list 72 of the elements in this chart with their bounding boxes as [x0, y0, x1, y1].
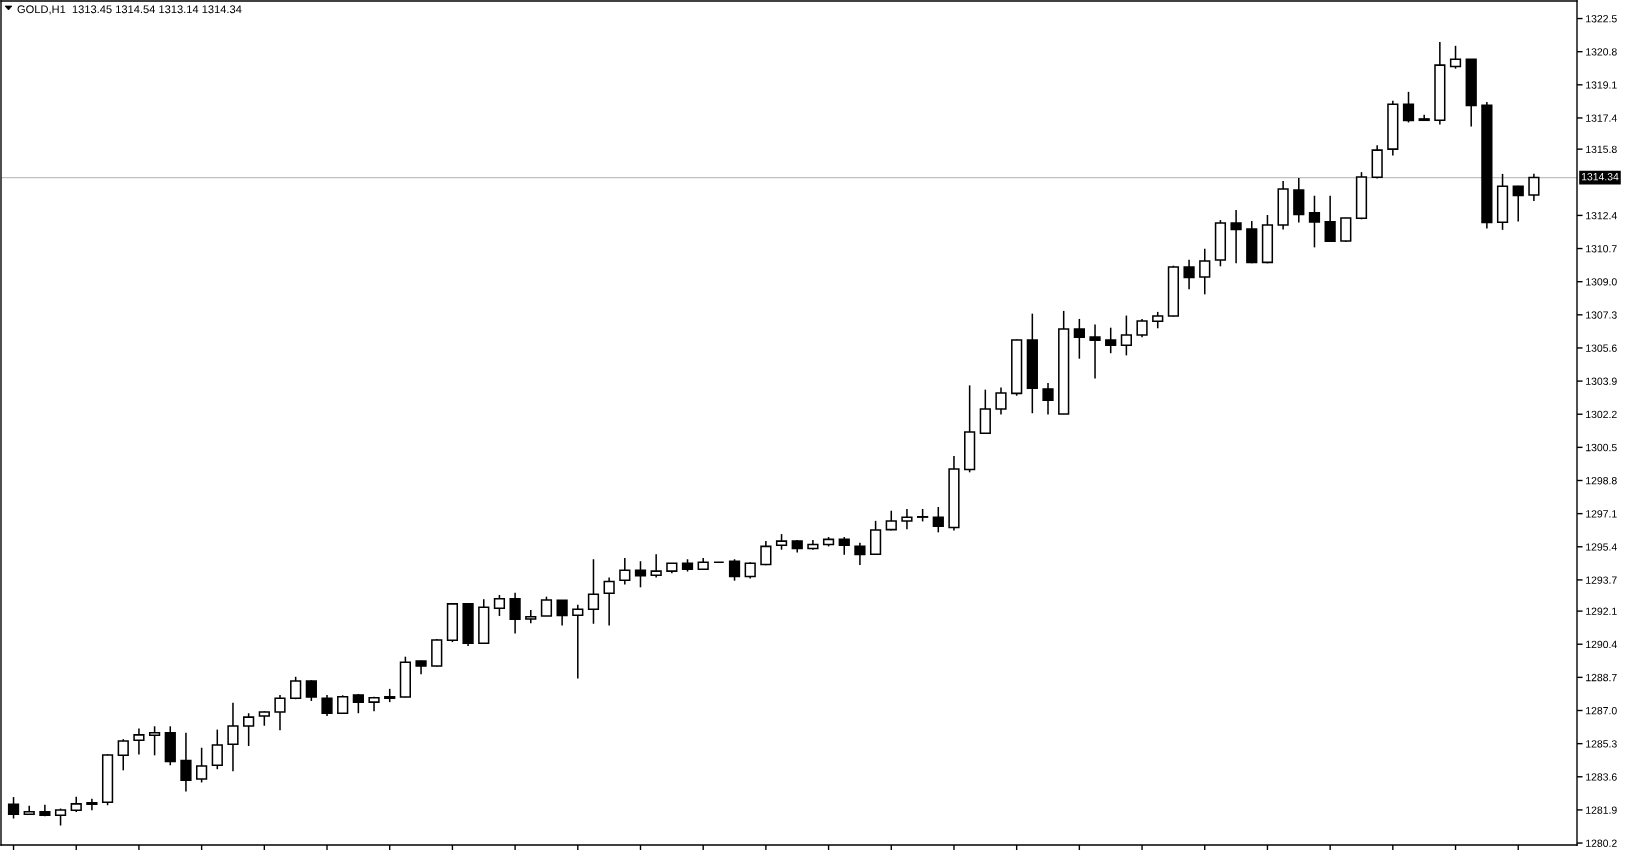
candlestick: [572, 604, 584, 680]
candlestick: [619, 557, 631, 586]
y-tick-label: 1283.6: [1586, 773, 1617, 781]
candlestick: [1183, 258, 1195, 291]
candlestick: [854, 541, 866, 566]
candlestick: [932, 506, 944, 534]
y-tick-label: 1303.9: [1586, 377, 1617, 385]
y-tick-label: 1290.4: [1586, 640, 1617, 649]
candlestick: [587, 558, 600, 625]
candlestick: [274, 694, 286, 731]
candlestick: [650, 553, 662, 579]
y-tick-label: 1320.8: [1586, 48, 1617, 56]
y-tick-label: 1309.0: [1586, 278, 1617, 286]
candlestick: [1230, 209, 1242, 265]
candlestick: [7, 796, 20, 820]
y-tick-label: 1287.0: [1586, 707, 1617, 715]
y-tick-label: 1322.5: [1586, 15, 1617, 23]
candlestick: [243, 712, 255, 747]
y-tick-label: 1319.1: [1586, 81, 1617, 89]
candlestick: [180, 731, 192, 793]
candlestick: [1340, 216, 1352, 243]
y-tick-label: 1298.8: [1586, 477, 1617, 485]
y-tick-label: 1295.4: [1586, 543, 1617, 551]
y-tick-label: 1312.4: [1586, 211, 1617, 220]
candlestick: [148, 725, 161, 757]
candlestick: [540, 595, 553, 617]
candlestick: [1512, 185, 1524, 223]
candlestick: [1120, 314, 1133, 357]
y-tick-label: 1300.5: [1586, 443, 1617, 452]
candlestick: [995, 386, 1007, 416]
candlestick: [321, 694, 333, 717]
y-tick-label: 1288.7: [1586, 673, 1617, 682]
y-tick-label: 1302.2: [1586, 410, 1617, 419]
candlestick: [117, 738, 129, 772]
candlestick: [525, 609, 537, 624]
y-tick-label: 1315.8: [1586, 145, 1617, 154]
y-tick-label: 1280.2: [1586, 839, 1617, 847]
y-tick-label: 1281.9: [1586, 806, 1617, 814]
y-tick-label: 1310.7: [1586, 245, 1617, 253]
candlestick: [1324, 194, 1336, 243]
candlestick: [1199, 247, 1211, 296]
candlestick: [728, 558, 741, 582]
candlestick: [227, 701, 239, 773]
candlestick: [901, 508, 913, 530]
candlestick: [493, 594, 506, 617]
candlestick: [760, 540, 772, 567]
candlestick: [1042, 382, 1054, 416]
candlestick: [1528, 172, 1540, 202]
y-tick-label: 1285.3: [1586, 740, 1617, 748]
chart-title: GOLD,H1 1313.45 1314.54 1313.14 1314.34: [17, 5, 242, 15]
candlestick: [1449, 45, 1462, 70]
candlestick: [1089, 323, 1101, 380]
candlestick: [305, 679, 317, 702]
candlestick: [556, 599, 568, 627]
candlestick: [1402, 91, 1415, 124]
candlestick: [1073, 318, 1085, 360]
candlestick: [603, 576, 615, 627]
candlestick: [509, 592, 521, 635]
candlestick: [133, 727, 145, 756]
candlestick: [337, 694, 349, 715]
candlestick: [196, 746, 208, 784]
y-tick-label: 1307.3: [1586, 311, 1617, 319]
candlestick: [1308, 194, 1321, 249]
y-tick-label: 1317.4: [1586, 114, 1617, 122]
y-tick-label: 1297.1: [1586, 510, 1617, 518]
ref-line-label: 1314.34: [1581, 173, 1619, 181]
candlestick: [211, 728, 223, 770]
y-tick-label: 1305.6: [1586, 344, 1617, 352]
y-tick-label: 1293.7: [1586, 576, 1617, 584]
candlestick: [1136, 318, 1148, 339]
y-tick-label: 1292.1: [1586, 607, 1617, 615]
candlestick: [1105, 326, 1117, 354]
